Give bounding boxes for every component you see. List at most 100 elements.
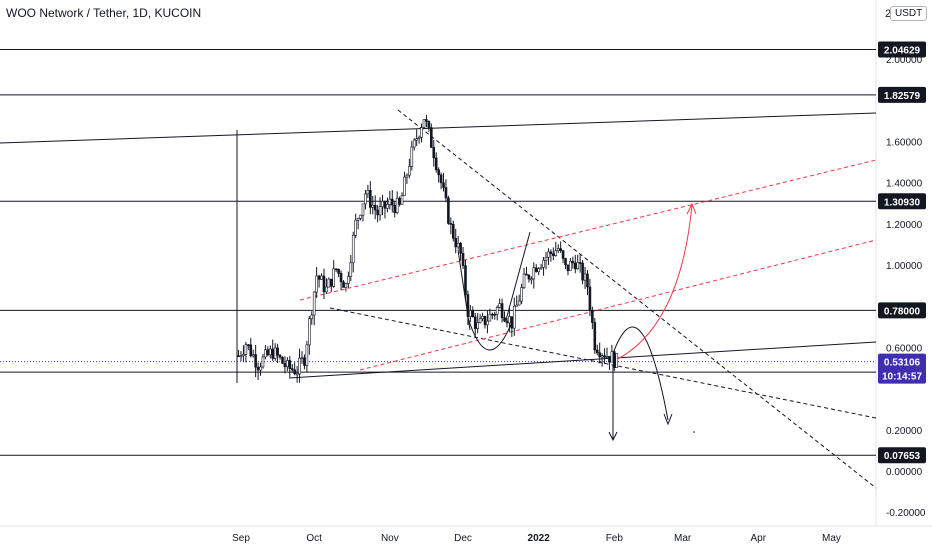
candle-body xyxy=(425,119,428,122)
candle-body xyxy=(308,318,311,346)
candle-body xyxy=(442,182,445,188)
candle-body xyxy=(432,147,436,159)
drawings[interactable] xyxy=(0,109,877,489)
level-badge-label: 0.07653 xyxy=(884,451,921,462)
small-dot xyxy=(693,431,695,433)
candle-body xyxy=(408,166,411,176)
level-badge xyxy=(878,41,926,58)
candle-body xyxy=(315,275,318,293)
candle-body xyxy=(276,347,279,356)
candle-body xyxy=(303,357,306,366)
red-channel-upper[interactable] xyxy=(299,159,877,301)
candle-body xyxy=(586,273,589,288)
candle-body xyxy=(556,248,560,252)
bullish-projection-arc[interactable] xyxy=(611,204,693,363)
x-tick-label: Feb xyxy=(606,533,624,544)
descending-dashed-line[interactable] xyxy=(397,109,877,489)
y-tick-label: 1.00000 xyxy=(886,261,923,272)
candle-body xyxy=(500,303,504,319)
candle-body xyxy=(439,174,443,184)
candle-body xyxy=(386,204,389,209)
candle-body xyxy=(364,193,367,205)
upper-trendline[interactable] xyxy=(0,112,877,144)
candle-body xyxy=(329,278,333,287)
support-trendline[interactable] xyxy=(288,341,877,379)
currency-button[interactable]: USDT xyxy=(890,6,928,21)
candle-body xyxy=(600,355,604,358)
candle-body xyxy=(447,197,450,224)
candle-body xyxy=(608,356,611,363)
candle-body xyxy=(378,206,382,216)
candle-body xyxy=(239,355,243,358)
candle-body xyxy=(583,273,587,281)
level-badge-label: 0.78000 xyxy=(884,306,921,317)
candle-body xyxy=(273,347,277,359)
candle-body xyxy=(454,238,458,248)
candle-body xyxy=(325,286,328,293)
candle-body xyxy=(347,276,350,284)
candle-body xyxy=(471,310,475,318)
candle-body xyxy=(334,268,338,271)
candle-body xyxy=(288,360,292,369)
level-badge-label: 1.30930 xyxy=(884,197,921,208)
candle-body xyxy=(456,242,460,248)
candle-body xyxy=(610,351,614,363)
candle-body xyxy=(588,286,592,311)
red-channel-lower[interactable] xyxy=(359,239,877,371)
candle-body xyxy=(268,348,272,356)
y-tick-label: 2.00000 xyxy=(886,55,923,66)
candle-body xyxy=(491,313,494,316)
candle-body xyxy=(305,344,309,366)
x-tick-label: Sep xyxy=(232,533,250,544)
candle-body xyxy=(505,320,509,324)
candle-body xyxy=(376,209,379,216)
drop-arrow-head xyxy=(608,431,618,442)
candle-body xyxy=(381,201,384,208)
candle-body xyxy=(283,363,287,367)
candle-body xyxy=(488,313,492,322)
cup-arc[interactable] xyxy=(467,317,513,351)
candle-body xyxy=(403,176,406,196)
candle-body xyxy=(539,266,543,270)
candle-body xyxy=(383,201,387,209)
level-badge-label: 1.82579 xyxy=(884,91,921,102)
y-tick-label: -0.20000 xyxy=(886,508,926,519)
candle-body xyxy=(332,268,336,287)
candle-body xyxy=(605,356,609,358)
candle-body xyxy=(464,265,467,295)
candle-body xyxy=(469,310,472,317)
candle-body xyxy=(312,291,316,316)
price-badges: 2.046291.825791.309300.780000.479840.076… xyxy=(878,41,926,464)
lower-dashed-line[interactable] xyxy=(329,307,877,419)
candle-body xyxy=(349,262,353,277)
x-tick-label: Oct xyxy=(306,533,322,544)
candle-body xyxy=(437,169,440,176)
level-badge xyxy=(878,193,926,210)
candle-body xyxy=(615,353,619,369)
x-tick-label: May xyxy=(822,533,841,544)
candle-body xyxy=(593,322,597,351)
candle-body xyxy=(395,197,399,213)
candle-body xyxy=(542,259,545,268)
candle-body xyxy=(613,351,616,369)
projection-arc[interactable] xyxy=(609,326,669,421)
handle-line[interactable] xyxy=(505,231,531,321)
candle-body xyxy=(266,349,270,356)
candle-body xyxy=(578,262,582,264)
candle-body xyxy=(508,316,511,324)
candle-body xyxy=(251,354,255,357)
candle-body xyxy=(249,344,253,357)
candle-body xyxy=(495,307,499,315)
chart-title: WOO Network / Tether, 1D, KUCOIN xyxy=(6,6,202,20)
candle-body xyxy=(354,219,357,236)
candle-body xyxy=(564,258,567,266)
y-tick-label: 1.20000 xyxy=(886,220,923,231)
candle-body xyxy=(603,355,606,358)
candle-body xyxy=(481,315,484,320)
axis-top-digit: 2 xyxy=(885,8,892,20)
candle-body xyxy=(517,300,521,306)
candle-body xyxy=(342,281,345,288)
horizontal-levels[interactable] xyxy=(0,48,876,456)
candle-body xyxy=(427,121,431,128)
